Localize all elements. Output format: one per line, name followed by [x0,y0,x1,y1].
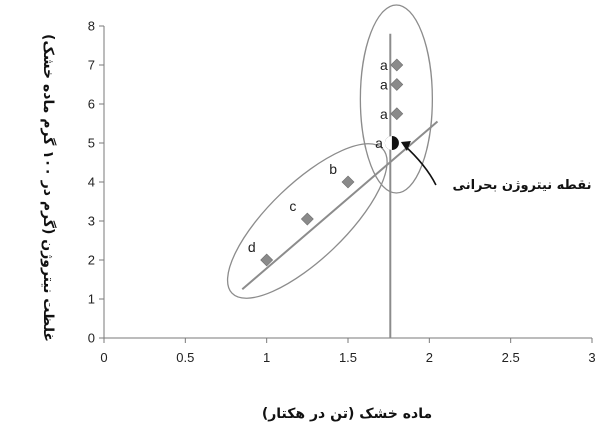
point-letter-label: a [375,135,383,151]
x-tick-label: 1.5 [339,350,357,365]
data-point [260,253,274,267]
y-tick-label: 1 [88,292,95,307]
axes [99,25,593,343]
data-point [390,78,404,91]
x-axis-title: ماده خشک (تن در هکتار) [262,406,432,422]
annotation-label: نقطه نیتروژن بحرانی [453,178,592,193]
x-tick-label: 3 [588,350,595,365]
y-tick-label: 3 [88,214,95,229]
y-tick-label: 6 [88,97,95,112]
data-point [300,212,314,226]
point-letter-label: d [248,239,256,255]
y-tick-label: 8 [88,19,95,34]
point-letter-label: a [380,77,388,93]
y-tick-label: 0 [88,331,95,346]
cluster-ellipse-lower [226,143,388,299]
annotation-arrowhead [400,141,411,151]
regression-line [241,120,439,291]
annotation-group: نقطه نیتروژن بحرانی [400,141,592,193]
point-letter-label: c [289,198,296,214]
x-tick-label: 0 [100,350,107,365]
cluster-ellipses [226,4,434,299]
point-letter-label: a [380,106,388,122]
y-tick-label: 5 [88,136,95,151]
x-tick-label: 2 [426,350,433,365]
x-tick-label: 0.5 [176,350,194,365]
fit-lines [241,33,439,338]
data-point [341,175,355,189]
tick-labels: 0 1 2 3 4 5 6 7 8 0 0.5 1 1.5 2 2.5 3 [88,19,596,366]
data-point [390,58,404,72]
data-points [260,58,404,267]
x-tick-label: 2.5 [502,350,520,365]
point-letter-label: b [329,161,337,177]
y-axis-title: غلظت نیتروژن (گرم در ۱۰۰ گرم ماده خشک) [40,34,57,342]
critical-point-highlight [384,136,392,150]
data-point [390,107,404,121]
point-letter-label: a [380,57,388,73]
y-tick-label: 2 [88,253,95,268]
x-tick-label: 1 [263,350,270,365]
cluster-ellipse-upper [359,4,434,194]
y-tick-label: 7 [88,58,95,73]
annotation-arrow [403,144,437,186]
y-tick-label: 4 [88,175,95,190]
